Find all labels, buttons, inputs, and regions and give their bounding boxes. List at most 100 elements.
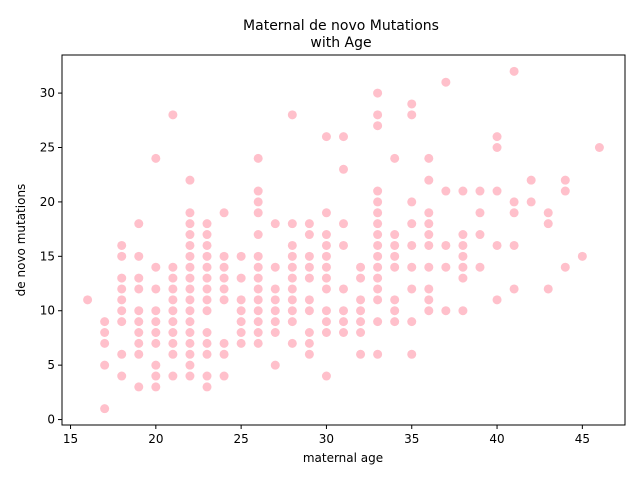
data-point <box>458 273 468 283</box>
data-point <box>287 295 297 305</box>
x-axis-ticks: 15 20 25 30 35 40 45 <box>63 425 590 446</box>
data-point <box>543 284 553 294</box>
data-point <box>373 240 383 250</box>
data-point <box>287 317 297 327</box>
data-point <box>339 284 348 294</box>
data-point <box>424 208 434 218</box>
data-point <box>270 262 280 272</box>
data-point <box>151 371 161 381</box>
data-point <box>458 262 468 272</box>
data-point <box>321 262 331 272</box>
data-point <box>577 251 587 261</box>
data-point <box>441 186 451 196</box>
data-point <box>509 66 519 76</box>
data-point <box>304 219 314 229</box>
data-point <box>185 251 195 261</box>
data-point <box>321 284 331 294</box>
y-axis-label: de novo mutations <box>14 184 28 297</box>
data-point <box>202 306 212 316</box>
y-tick-label: 20 <box>40 195 55 209</box>
data-point <box>407 317 417 327</box>
data-point <box>373 219 383 229</box>
data-point <box>253 208 263 218</box>
data-point <box>117 295 127 305</box>
data-point <box>253 338 263 348</box>
data-point <box>202 240 212 250</box>
data-point <box>185 349 195 359</box>
data-point <box>151 262 161 272</box>
data-point <box>526 197 536 207</box>
data-point <box>373 284 383 294</box>
data-point <box>270 360 280 370</box>
data-point <box>492 186 502 196</box>
data-point <box>185 371 195 381</box>
data-point <box>134 317 144 327</box>
data-point <box>117 284 127 294</box>
data-point <box>304 230 314 240</box>
data-point <box>321 251 331 261</box>
data-point <box>373 88 383 98</box>
data-point <box>202 371 212 381</box>
data-point <box>390 306 400 316</box>
data-point <box>236 306 246 316</box>
data-point <box>151 382 161 392</box>
data-point <box>168 306 178 316</box>
data-point <box>202 382 212 392</box>
data-point <box>253 295 263 305</box>
data-point <box>168 371 178 381</box>
data-point <box>543 208 553 218</box>
data-point <box>168 110 178 120</box>
data-point <box>202 295 212 305</box>
data-point <box>390 240 400 250</box>
data-point <box>270 284 280 294</box>
data-point <box>270 306 280 316</box>
data-point <box>492 240 502 250</box>
data-point <box>373 230 383 240</box>
data-point <box>560 175 570 185</box>
data-point <box>407 240 417 250</box>
data-point <box>185 240 195 250</box>
data-point <box>321 208 331 218</box>
data-point <box>134 349 144 359</box>
data-point <box>287 240 297 250</box>
x-tick-label: 25 <box>233 432 248 446</box>
data-point <box>134 251 144 261</box>
data-point <box>509 208 519 218</box>
data-point <box>356 262 366 272</box>
data-point <box>270 219 280 229</box>
data-point <box>270 328 280 337</box>
data-point <box>287 284 297 294</box>
data-point <box>202 219 212 229</box>
y-tick-label: 15 <box>40 249 55 263</box>
data-point <box>134 306 144 316</box>
data-point <box>168 338 178 348</box>
data-point <box>185 295 195 305</box>
data-point <box>134 338 144 348</box>
data-point <box>424 230 434 240</box>
data-point <box>356 306 366 316</box>
data-point <box>219 295 229 305</box>
data-point <box>236 295 246 305</box>
data-point <box>424 240 434 250</box>
data-point <box>458 251 468 261</box>
data-point <box>475 230 485 240</box>
data-point <box>356 273 366 283</box>
data-point <box>560 186 570 196</box>
data-point <box>185 338 195 348</box>
chart-title-line-2: with Age <box>310 35 371 51</box>
data-point <box>390 262 400 272</box>
data-point <box>151 306 161 316</box>
data-point <box>253 306 263 316</box>
data-point <box>407 219 417 229</box>
x-tick-label: 20 <box>148 432 163 446</box>
data-point <box>304 262 314 272</box>
data-point <box>151 153 161 163</box>
data-point <box>151 317 161 327</box>
data-point <box>424 175 434 185</box>
data-point <box>117 240 127 250</box>
data-point <box>219 262 229 272</box>
data-point <box>185 328 195 337</box>
data-point <box>117 371 127 381</box>
data-point <box>185 219 195 229</box>
